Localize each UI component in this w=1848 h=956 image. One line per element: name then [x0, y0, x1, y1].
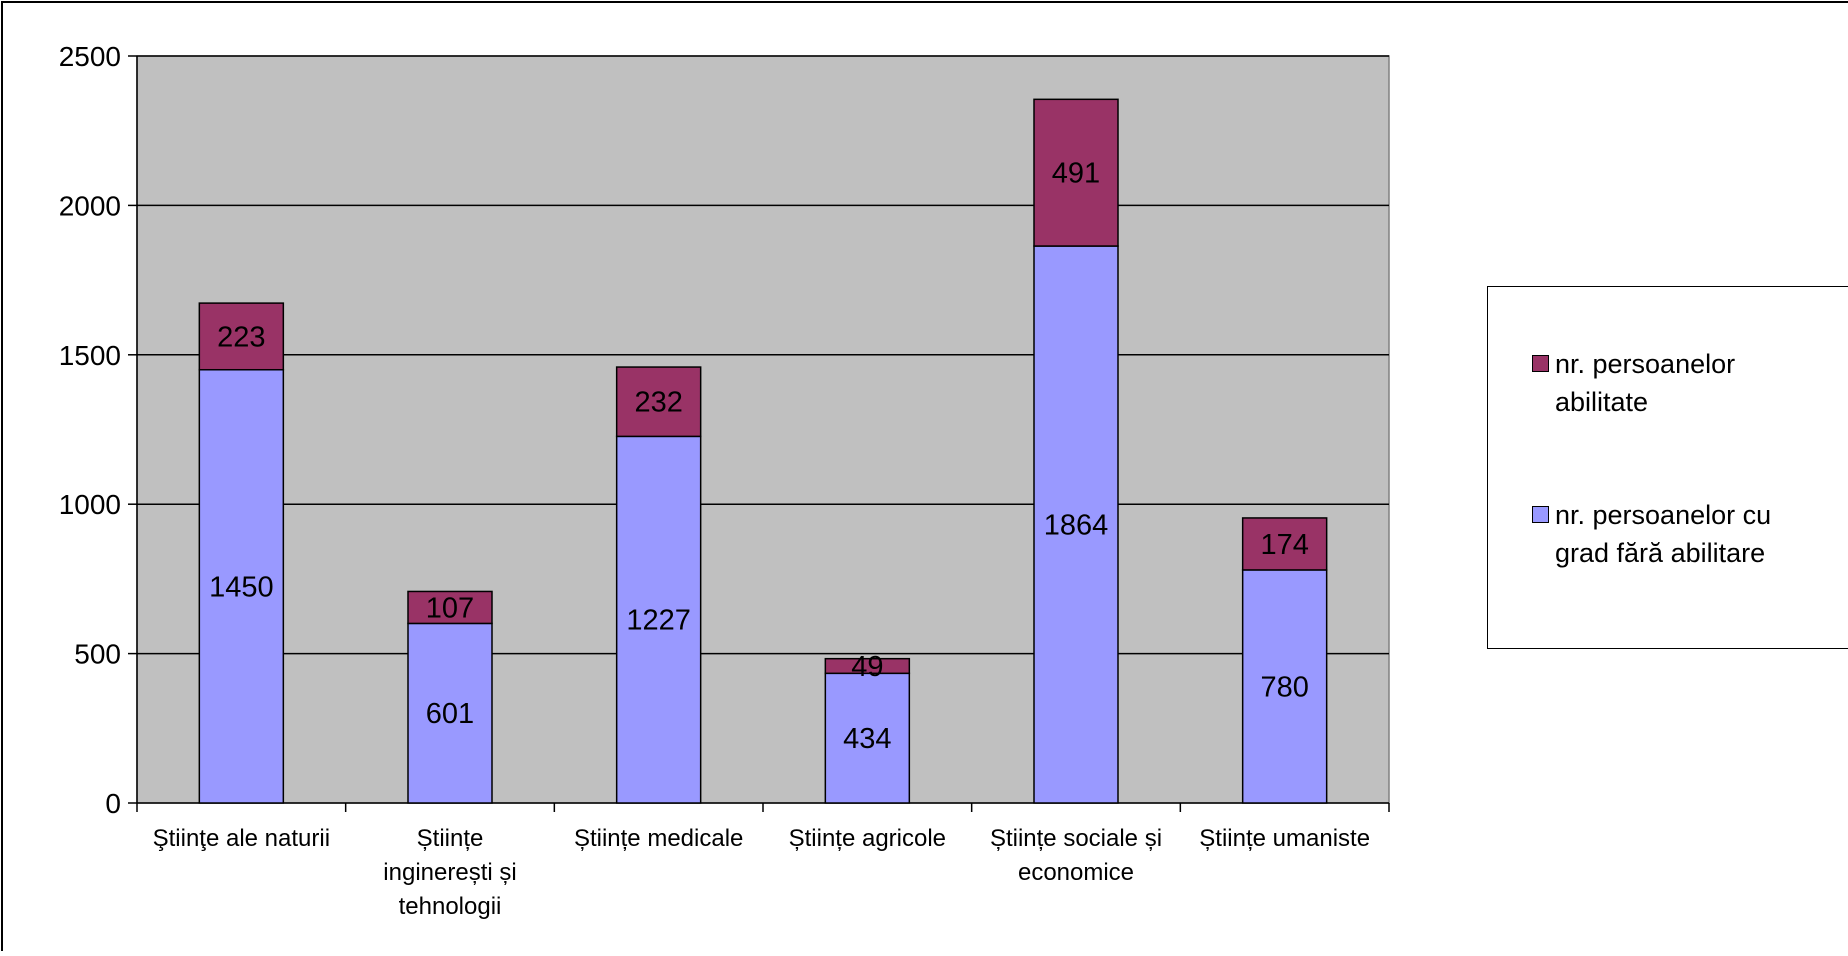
x-category-label: economice: [1018, 859, 1134, 886]
legend-item-fara-abilitare: nr. persoanelor cu grad fără abilitare: [1532, 496, 1845, 572]
bar-abilitate: [407, 590, 493, 625]
data-label: 491: [1052, 158, 1100, 190]
x-category-label: inginerești și: [383, 859, 516, 886]
bar-fara-abilitare: [1241, 569, 1328, 804]
y-tick-label: 2000: [59, 190, 121, 221]
bar-fara-abilitare: [407, 622, 493, 804]
x-category-label: Științe: [417, 825, 484, 852]
x-category-label: Ştiinţe ale naturii: [153, 825, 330, 852]
data-label: 232: [634, 387, 682, 419]
legend-label-fara-abilitare: nr. persoanelor cu grad fără abilitare: [1555, 500, 1772, 568]
bar-abilitate: [615, 366, 702, 438]
legend-swatch-fara-abilitare: [1532, 506, 1549, 523]
bar-fara-abilitare: [198, 368, 285, 804]
data-label: 1227: [626, 605, 691, 637]
legend-swatch-abilitate: [1532, 355, 1549, 372]
x-category-label: Științe sociale și: [990, 825, 1162, 852]
data-label: 174: [1260, 529, 1308, 561]
data-label: 1450: [209, 571, 274, 603]
bar-abilitate: [1033, 98, 1119, 247]
x-category-label: Științe agricole: [789, 825, 946, 852]
legend-label-abilitate: nr. persoanelor abilitate: [1555, 349, 1736, 417]
data-label: 601: [426, 698, 474, 730]
bar-fara-abilitare: [615, 435, 702, 804]
y-tick-label: 1000: [59, 489, 121, 520]
data-label: 223: [217, 321, 265, 353]
y-tick-label: 500: [74, 639, 121, 670]
data-label: 1864: [1044, 510, 1109, 542]
plot-area: [136, 55, 1390, 804]
y-tick-label: 0: [105, 788, 121, 819]
legend-item-abilitate: nr. persoanelor abilitate: [1532, 345, 1845, 421]
bar-fara-abilitare: [1033, 245, 1119, 804]
data-label: 434: [843, 723, 891, 755]
chart-legend: nr. persoanelor abilitate nr. persoanelo…: [1487, 286, 1848, 649]
y-tick-label: 1500: [59, 340, 121, 371]
data-label: 49: [851, 651, 883, 683]
bar-abilitate: [1241, 517, 1328, 571]
x-category-label: Științe medicale: [574, 825, 743, 852]
data-label: 780: [1260, 671, 1308, 703]
bar-abilitate: [824, 657, 911, 675]
data-label: 107: [426, 592, 474, 624]
bar-abilitate: [198, 302, 285, 371]
x-category-label: tehnologii: [399, 893, 502, 920]
y-tick-label: 2500: [59, 41, 121, 72]
x-category-label: Științe umaniste: [1199, 825, 1370, 852]
